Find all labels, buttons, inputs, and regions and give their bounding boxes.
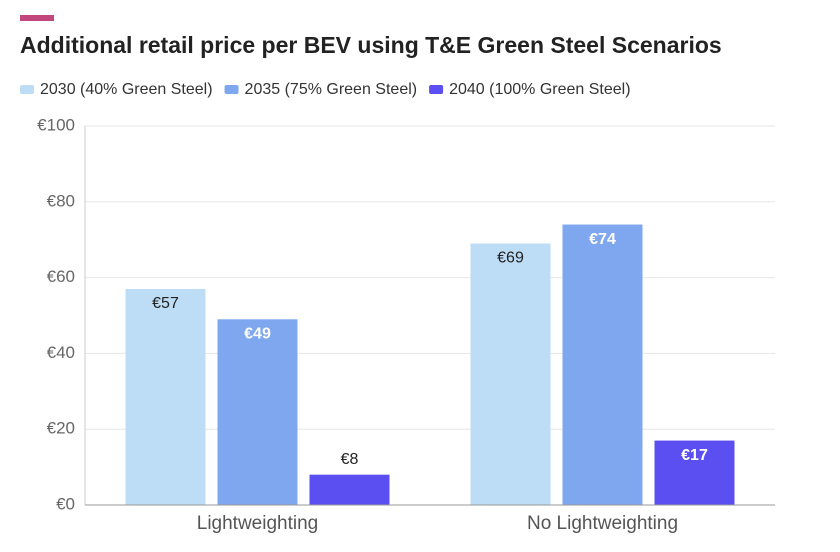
data-label: €8	[341, 451, 359, 468]
bar	[654, 440, 735, 505]
bar	[562, 224, 643, 506]
data-label: €57	[152, 295, 179, 312]
data-label: €69	[497, 250, 524, 267]
y-tick-label: €60	[47, 267, 75, 286]
y-tick-label: €40	[47, 343, 75, 362]
bar	[125, 288, 206, 505]
bar	[217, 319, 298, 505]
y-tick-label: €80	[47, 191, 75, 210]
accent-bar	[20, 15, 54, 21]
bar	[470, 243, 551, 506]
y-tick-label: €100	[37, 115, 75, 134]
legend-label: 2040 (100% Green Steel)	[449, 81, 630, 98]
x-tick-label: Lightweighting	[197, 513, 318, 534]
legend-swatch	[20, 85, 34, 94]
data-label: €49	[244, 326, 271, 343]
chart-title: Additional retail price per BEV using T&…	[20, 32, 722, 58]
legend-swatch	[429, 85, 444, 94]
legend-swatch	[224, 85, 239, 94]
bar	[309, 474, 390, 505]
legend-label: 2035 (75% Green Steel)	[245, 81, 418, 98]
y-tick-label: €20	[47, 419, 75, 438]
legend-label: 2030 (40% Green Steel)	[40, 81, 213, 98]
y-tick-label: €0	[56, 494, 75, 513]
data-label: €74	[589, 231, 616, 248]
x-tick-label: No Lightweighting	[527, 513, 678, 534]
data-label: €17	[681, 447, 708, 464]
